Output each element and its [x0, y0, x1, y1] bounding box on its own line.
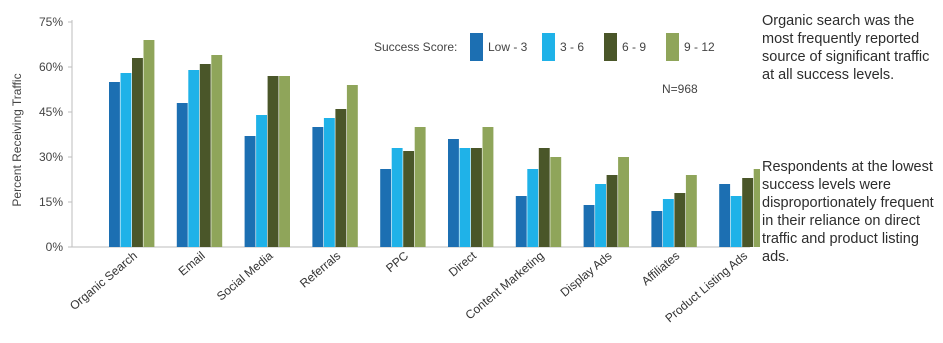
bar — [719, 184, 731, 247]
bar — [132, 58, 143, 247]
bar — [335, 109, 347, 247]
bar — [595, 184, 606, 247]
bar — [583, 205, 595, 247]
bar-chart: 0% 15% 30% 45% 60% 75% Percent Receiving Traf… — [10, 15, 760, 325]
bar — [188, 70, 200, 247]
bar — [448, 139, 459, 247]
bar — [143, 40, 155, 247]
bar — [267, 76, 279, 247]
bar — [685, 175, 697, 247]
x-tick-label: Direct — [446, 248, 480, 279]
bar — [211, 55, 223, 247]
bar — [414, 127, 426, 247]
x-tick-label: Referrals — [297, 249, 343, 291]
bar — [753, 169, 760, 247]
x-tick-label: Display Ads — [557, 249, 614, 300]
bar — [459, 148, 471, 247]
x-tick-label: Social Media — [214, 248, 276, 303]
bar — [346, 85, 358, 247]
legend-swatch — [666, 33, 679, 61]
y-tick-label: 75% — [39, 15, 63, 29]
bar — [471, 148, 482, 247]
bar — [120, 73, 132, 247]
y-tick-label: 15% — [39, 195, 63, 209]
bar — [323, 118, 335, 247]
y-tick-label: 60% — [39, 60, 63, 74]
legend-label: Low - 3 — [488, 40, 528, 54]
bar — [176, 103, 188, 247]
legend-swatch — [604, 33, 617, 61]
sample-size-note: N=968 — [662, 82, 698, 96]
bar — [730, 196, 742, 247]
x-tick-label: Email — [176, 249, 208, 279]
y-tick-label: 30% — [39, 150, 63, 164]
bar — [550, 157, 562, 247]
legend-swatch — [470, 33, 483, 61]
y-tick-label: 0% — [46, 240, 64, 254]
bar — [606, 175, 618, 247]
bar — [244, 136, 256, 247]
bar — [482, 127, 494, 247]
bar — [618, 157, 629, 247]
x-tick-label: Organic Search — [67, 249, 140, 313]
bar — [391, 148, 403, 247]
bar — [674, 193, 686, 247]
bar — [515, 196, 527, 247]
legend-label: 9 - 12 — [684, 40, 715, 54]
legend-title: Success Score: — [374, 40, 457, 54]
side-note-organic: Organic search was the most frequently r… — [762, 13, 930, 83]
legend-label: 3 - 6 — [560, 40, 584, 54]
bar — [109, 82, 120, 247]
y-tick-label: 45% — [39, 105, 63, 119]
bar — [538, 148, 550, 247]
bar — [651, 211, 663, 247]
bar — [662, 199, 674, 247]
bar — [199, 64, 211, 247]
bar — [403, 151, 415, 247]
bar — [742, 178, 754, 247]
x-tick-label: Affiliates — [639, 249, 683, 289]
x-tick-label: PPC — [383, 248, 411, 275]
bar — [279, 76, 290, 247]
y-axis-label: Percent Receiving Traffic — [10, 73, 24, 206]
bar — [380, 169, 392, 247]
bar — [527, 169, 539, 247]
side-note-lowest: Respondents at the lowest success levels… — [762, 159, 934, 265]
bar — [256, 115, 267, 247]
legend-swatch — [542, 33, 555, 61]
bar — [312, 127, 324, 247]
legend-label: 6 - 9 — [622, 40, 646, 54]
